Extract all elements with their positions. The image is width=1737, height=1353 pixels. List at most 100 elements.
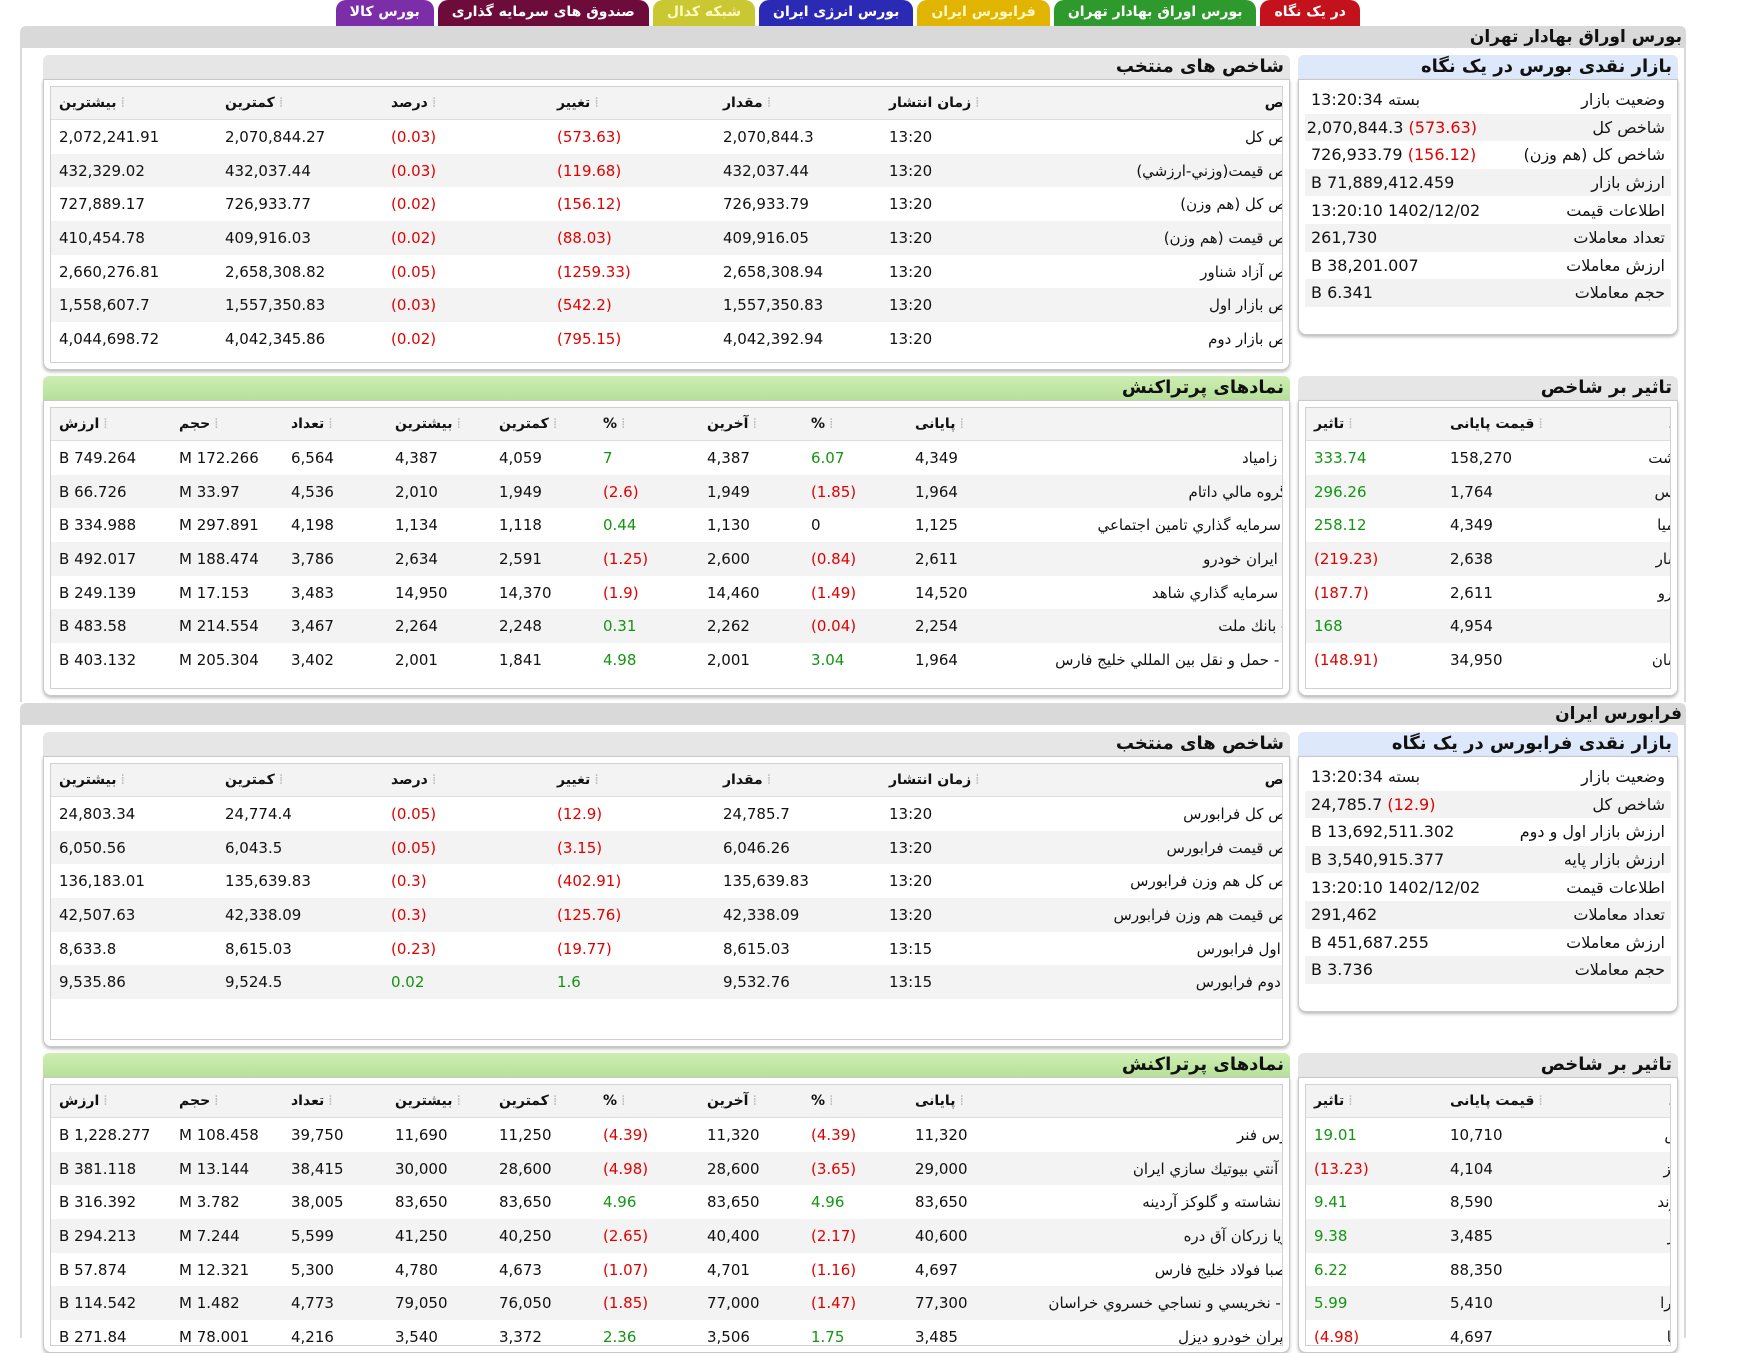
column-header[interactable]: ⁞% [803, 1085, 907, 1118]
cell-name[interactable]: شاخص بازار دوم [1208, 329, 1282, 348]
column-header[interactable]: ⁞حجم [171, 408, 283, 441]
column-header[interactable]: ⁞% [803, 408, 907, 441]
table-row[interactable]: هرمز4,104(13.23) [1306, 1151, 1670, 1186]
cell-name[interactable]: شاخص كل فرابورس [1183, 804, 1282, 823]
table-row[interactable]: شستا - سرمايه گذاري تامين اجتماعي 1,125 0 1… [51, 508, 1282, 542]
table-row[interactable]: خودرو - ايران خودرو2,611(0.84)2,600(1.25… [51, 542, 1282, 576]
table-row[interactable]: شاخص آزاد شناور 13:20 2,658,308.94 (1259.33… [51, 255, 1282, 289]
table-row[interactable]: ثشاهد - سرمايه گذاري شاهد 14,520 (1.49) 14,… [51, 576, 1282, 610]
cell-name[interactable]: خودرو - ايران خودرو [1013, 542, 1282, 576]
cell-name[interactable]: خاور [1578, 1219, 1670, 1253]
table-row[interactable]: خاور - ايران خودرو ديزل 3,485 1.75 3,506 2.3… [51, 1320, 1282, 1346]
cell-name[interactable]: شستا - سرمايه گذاري تامين اجتماعي [1097, 516, 1282, 535]
column-header[interactable]: ⁞کمترین [491, 1085, 595, 1118]
cell-name[interactable]: فزر - پويا زركان آق دره [1013, 1219, 1282, 1253]
cell-name[interactable]: آردينه - نشاسته و گلوكز آردينه [1142, 1193, 1282, 1212]
cell-name[interactable]: نخريس - نخريسي و نساجي خسروي خراسان [1013, 1286, 1282, 1321]
column-header[interactable]: ⁞ارزش [51, 408, 171, 441]
cell-name[interactable]: دماوند [1657, 1193, 1670, 1212]
table-row[interactable]: فصبا - صبا فولاد خليج فارس 4,697 (1.16) 4,7… [51, 1253, 1282, 1287]
column-header[interactable]: ⁞درصد [383, 764, 549, 797]
table-row[interactable]: خودرو 2,611 (187.7) [1306, 576, 1670, 610]
cell-name[interactable]: شاخص قيمت فرابورس [1047, 830, 1282, 865]
table-row[interactable]: پارسان 34,950 (148.91) [1306, 643, 1670, 677]
table-row[interactable]: شاخص كل 13:20 2,070,844.3 (573.63) (0.03) 2,0… [51, 120, 1282, 154]
table-row[interactable]: بپاس 10,710 19.01 [1306, 1118, 1670, 1152]
column-header[interactable]: ⁞بیشترین [51, 87, 217, 120]
cell-name[interactable]: بيوتيك - آنتي بيوتيك سازي ايران [1013, 1151, 1282, 1186]
column-header[interactable]: ⁞تعداد [283, 1085, 387, 1118]
cell-name[interactable]: شاخص بازار اول [1047, 288, 1282, 323]
column-header[interactable]: ⁞کمترین [217, 764, 383, 797]
column-header[interactable]: ⁞بیشترین [51, 764, 217, 797]
cell-name[interactable]: شاخص آزاد شناور [1200, 262, 1282, 281]
cell-name[interactable]: فنر - پارس فنر [1237, 1125, 1282, 1144]
cell-name[interactable]: بپاس [1578, 1118, 1670, 1152]
column-header[interactable]: ⁞% [595, 408, 699, 441]
column-header[interactable]: ⁞حجم [171, 1085, 283, 1118]
cell-name[interactable]: شاخص قيمت(وزني-ارزشي) [1047, 153, 1282, 188]
table-row[interactable]: شاخص كل هم وزن فرابورس 13:20 135,639.83 (40… [51, 864, 1282, 898]
column-header[interactable]: ⁞زمان انتشار [881, 87, 1047, 120]
table-row[interactable]: شاخص قيمت هم وزن فرابورس13:2042,338.09(1… [51, 898, 1282, 932]
cell-name[interactable]: شاخص قيمت هم وزن فرابورس [1047, 898, 1282, 932]
cell-name[interactable]: شاخص قيمت (هم وزن) [1047, 221, 1282, 255]
column-header[interactable]: ⁞کمترین [217, 87, 383, 120]
column-header[interactable]: ⁞کمترین [491, 408, 595, 441]
cell-name[interactable]: بازار اول فرابورس [1196, 939, 1282, 958]
column-header[interactable]: شاخص [1047, 87, 1282, 120]
table-row[interactable]: شاخص بازار اول13:201,557,350.83(542.2)(0… [51, 288, 1282, 323]
table-row[interactable]: وپاسار2,638(219.23) [1306, 542, 1670, 576]
table-row[interactable]: خزاميا - زامياد 4,349 6.07 4,387 7 4,059 4,387… [51, 441, 1282, 475]
column-header[interactable]: ⁞تغییر [549, 764, 715, 797]
table-row[interactable]: وبملت - بانك ملت2,254(0.04)2,2620.312,24… [51, 609, 1282, 644]
table-row[interactable]: حفارس - حمل و نقل بين المللي خليج فارس 1,… [51, 643, 1282, 677]
column-header[interactable]: ⁞پایانی [907, 408, 1013, 441]
tab-4[interactable]: شبکه کدال [652, 0, 755, 26]
table-row[interactable]: دماوند 8,590 9.41 [1306, 1185, 1670, 1219]
column-header[interactable]: ⁞درصد [383, 87, 549, 120]
column-header[interactable]: ⁞ارزش [51, 1085, 171, 1118]
tab-1[interactable]: بورس اوراق بهادار تهران [1053, 0, 1257, 26]
table-row[interactable]: سدشت 158,270 333.74 [1306, 441, 1670, 475]
cell-name[interactable]: خزاميا - زامياد [1241, 448, 1282, 467]
table-row[interactable]: فنر - پارس فنر 11,320 (4.39) 11,320 (4.39) 11… [51, 1118, 1282, 1152]
table-row[interactable]: فصبا 4,697 (4.98) [1306, 1320, 1671, 1346]
table-row[interactable]: آردينه - نشاسته و گلوكز آردينه 83,650 4.96… [51, 1185, 1282, 1219]
column-header[interactable]: ⁞قیمت پایانی [1442, 1085, 1578, 1118]
table-row[interactable]: بازار دوم فرابورس13:159,532.761.60.029,5… [51, 965, 1282, 1000]
table-row[interactable]: شاخص كل (هم وزن) 13:20 726,933.79 (156.12) (… [51, 187, 1282, 221]
column-header[interactable]: ⁞قیمت پایانی [1442, 408, 1578, 441]
table-row[interactable]: خزاميا 4,349 258.12 [1306, 508, 1670, 542]
tab-6[interactable]: بورس کالا [335, 0, 434, 26]
column-header[interactable]: ⁞بیشترین [387, 1085, 491, 1118]
column-header[interactable]: ⁞پایانی [907, 1085, 1013, 1118]
cell-name[interactable]: شاخص كل (هم وزن) [1180, 195, 1282, 214]
column-header[interactable]: ⁞بیشترین [387, 408, 491, 441]
cell-name[interactable]: حفارس - حمل و نقل بين المللي خليج فارس [1055, 650, 1282, 669]
cell-name[interactable]: خاور - ايران خودرو ديزل [1178, 1327, 1282, 1346]
cell-name[interactable]: شاخص كل هم وزن فرابورس [1130, 872, 1282, 891]
cell-name[interactable]: كگل [1578, 609, 1670, 644]
cell-name[interactable]: داتام - گروه مالي داتام [1013, 474, 1282, 509]
column-header[interactable]: ⁞تاثیر [1306, 408, 1442, 441]
table-row[interactable]: داتام - گروه مالي داتام1,964(1.85)1,949(… [51, 474, 1282, 509]
table-row[interactable]: شاخص قيمت(وزني-ارزشي)13:20432,037.44(119… [51, 153, 1282, 188]
column-header[interactable]: ⁞تغییر [549, 87, 715, 120]
cell-name[interactable]: بازار دوم فرابورس [1047, 965, 1282, 1000]
column-header[interactable]: ⁞مقدار [715, 764, 881, 797]
cell-name[interactable]: پارسان [1651, 650, 1670, 669]
column-header[interactable]: شاخص [1047, 764, 1282, 797]
table-row[interactable]: آريا 88,350 6.22 [1306, 1253, 1670, 1287]
column-header[interactable]: نماد [1013, 1085, 1282, 1118]
column-header[interactable]: ⁞مقدار [715, 87, 881, 120]
cell-name[interactable]: فصبا [1666, 1327, 1671, 1346]
column-header[interactable]: ⁞آخرین [699, 1085, 803, 1118]
table-row[interactable]: شاخص كل فرابورس 13:20 24,785.7 (12.9) (0.05)… [51, 797, 1282, 831]
table-row[interactable]: بيوتيك - آنتي بيوتيك سازي ايران29,000(3.… [51, 1151, 1282, 1186]
table-row[interactable]: بازار اول فرابورس 13:15 8,615.03 (19.77) (0.… [51, 932, 1282, 966]
tab-5[interactable]: صندوق های سرمایه گذاری [437, 0, 649, 26]
